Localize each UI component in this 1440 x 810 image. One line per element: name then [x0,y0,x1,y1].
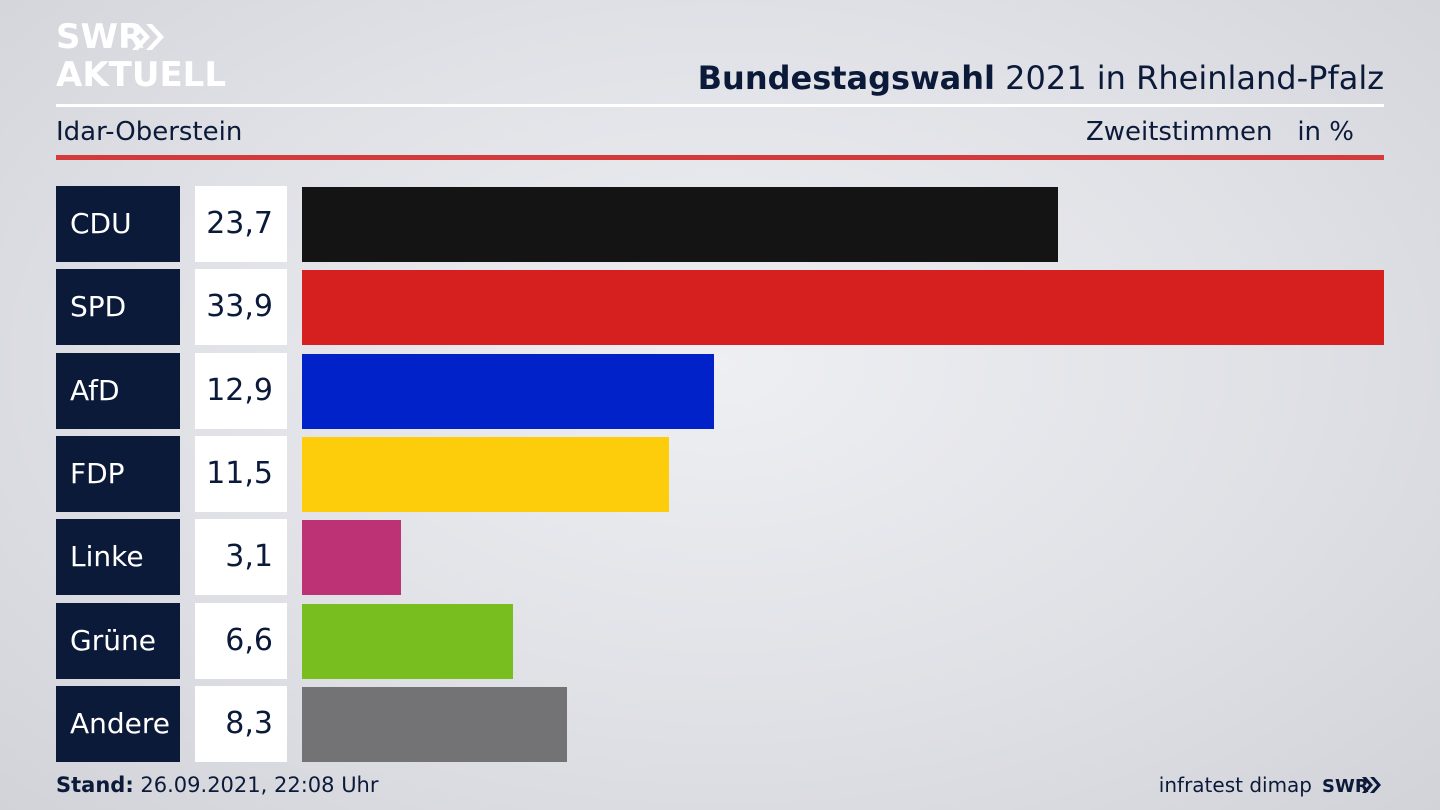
value-label: 8,3 [195,686,287,762]
measure-text: Zweitstimmen [1085,117,1273,147]
bar [302,520,401,595]
small-chevrons-icon [1362,777,1381,793]
header-divider [56,104,1384,107]
value-label: 33,9 [195,269,287,345]
bar [302,687,567,762]
page-title: Bundestagswahl 2021 in Rheinland-Pfalz [698,58,1384,98]
title-bold: Bundestagswahl [697,59,995,97]
logo-line2: AKTUELL [56,55,226,90]
bar-row-spd: SPD 33,9 [56,269,1384,345]
value-label: 3,1 [195,519,287,595]
swr-aktuell-logo: SWR AKTUELL [56,17,226,95]
bar-row-afd: AfD 12,9 [56,353,1384,429]
subheader: Idar-Oberstein Zweitstimmen in % [56,114,1384,150]
source-label: infratest dimap [1158,773,1312,797]
logo-chevrons-icon [132,24,164,50]
title-rest: 2021 in Rheinland-Pfalz [1005,59,1384,97]
bar [302,604,513,679]
unit-text: in % [1297,117,1354,147]
party-label: SPD [56,269,180,345]
bar [302,354,714,429]
party-label: AfD [56,353,180,429]
bar-chart: CDU 23,7 SPD 33,9 AfD 12,9 FDP 11,5 Linke 3,1 Grün… [56,186,1384,766]
region-label: Idar-Oberstein [56,117,243,147]
measure-label: Zweitstimmen in % [1086,114,1354,150]
party-label: Andere [56,686,180,762]
value-label: 23,7 [195,186,287,262]
value-label: 12,9 [195,353,287,429]
value-label: 6,6 [195,603,287,679]
svg-text:SWR: SWR [1322,776,1369,796]
value-label: 11,5 [195,436,287,512]
party-label: Linke [56,519,180,595]
stand-value: 26.09.2021, 22:08 Uhr [140,773,379,797]
accent-rule [56,155,1384,160]
bar-row-fdp: FDP 11,5 [56,436,1384,512]
source-credit: infratest dimap SWR [1159,770,1384,800]
bar-row-grüne: Grüne 6,6 [56,603,1384,679]
logo-line1: SWR [56,18,144,57]
bar-row-linke: Linke 3,1 [56,519,1384,595]
bar [302,270,1384,345]
bar-row-andere: Andere 8,3 [56,686,1384,762]
bar-row-cdu: CDU 23,7 [56,186,1384,262]
timestamp: Stand: 26.09.2021, 22:08 Uhr [56,770,379,800]
swr-small-logo: SWR [1322,774,1384,797]
bar [302,437,669,512]
stand-label: Stand: [56,773,134,797]
bar [302,187,1058,262]
party-label: FDP [56,436,180,512]
party-label: CDU [56,186,180,262]
party-label: Grüne [56,603,180,679]
